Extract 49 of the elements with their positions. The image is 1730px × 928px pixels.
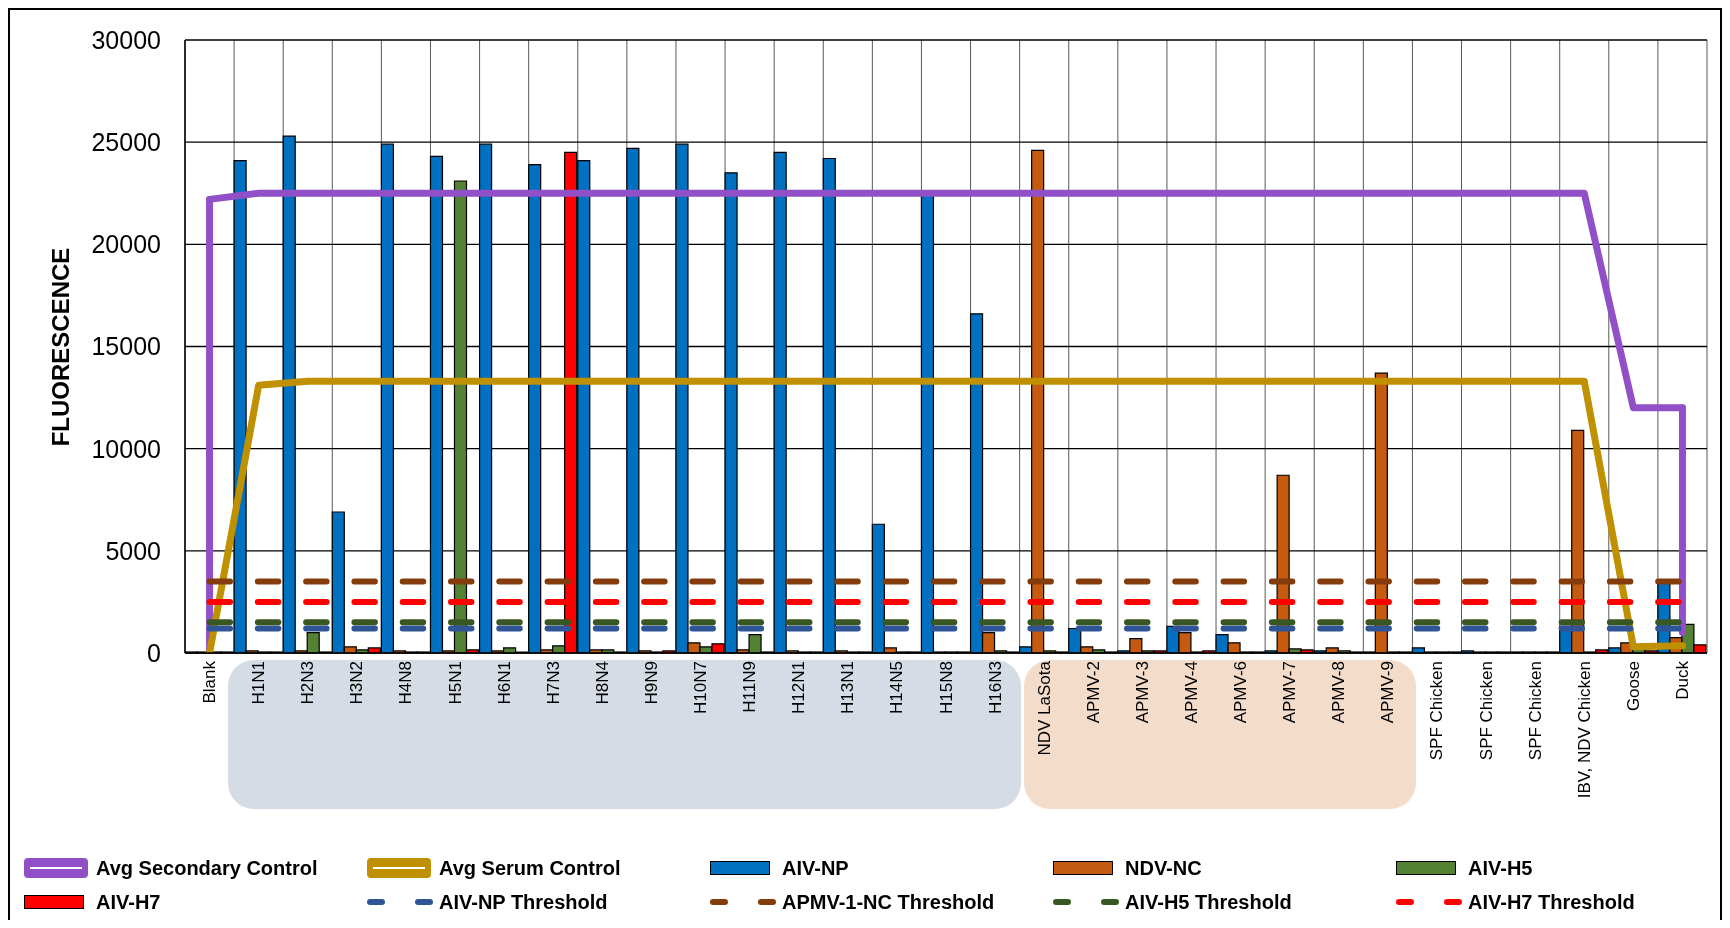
x-tick-label: APMV-4 (1181, 661, 1201, 724)
x-tick-label: H5N1 (445, 661, 465, 705)
x-tick-label: H8N4 (592, 661, 612, 705)
legend-label: AIV-H7 Threshold (1468, 890, 1635, 914)
x-tick-label: H1N1 (249, 661, 269, 705)
legend-label: AIV-NP (782, 856, 849, 880)
x-tick-label: Goose (1623, 661, 1643, 712)
x-tick-label: H15N8 (936, 661, 956, 714)
y-tick-label: 20000 (91, 230, 161, 259)
x-tick-label: H6N1 (494, 661, 514, 705)
x-tick-label: H16N3 (985, 661, 1005, 714)
x-tick-label: Duck (1672, 660, 1692, 700)
x-tick-label: H10N7 (691, 661, 711, 714)
x-tick-label: IBV, NDV Chicken (1574, 661, 1594, 799)
legend-label: AIV-NP Threshold (439, 890, 608, 914)
y-tick-label: 25000 (91, 128, 161, 157)
x-tick-label: H9N9 (641, 661, 661, 705)
legend-label: Avg Serum Control (439, 856, 621, 880)
x-tick-label: APMV-6 (1231, 661, 1251, 724)
y-tick-label: 15000 (91, 332, 161, 361)
legend-label: Avg Secondary Control (96, 856, 318, 880)
x-tick-label: APMV-3 (1132, 661, 1152, 724)
x-tick-label: H4N8 (396, 661, 416, 705)
x-tick-label: SPF Chicken (1427, 661, 1447, 761)
legend-label: APMV-1-NC Threshold (782, 890, 995, 914)
x-tick-label: H13N1 (838, 661, 858, 714)
x-tick-label: H3N2 (347, 661, 367, 705)
x-tick-label: APMV-7 (1280, 661, 1300, 724)
x-tick-label: APMV-8 (1329, 661, 1349, 724)
x-tick-label: APMV-2 (1083, 661, 1103, 724)
y-tick-label: 30000 (91, 25, 161, 54)
x-tick-label: APMV-9 (1378, 661, 1398, 724)
y-tick-label: 10000 (91, 434, 161, 463)
x-tick-label: NDV LaSota (1034, 660, 1054, 756)
x-tick-label: H2N3 (298, 661, 318, 705)
x-tick-label: H12N1 (789, 661, 809, 714)
y-tick-label: 0 (147, 638, 161, 667)
legend-label: NDV-NC (1125, 856, 1202, 880)
legend-label: AIV-H5 Threshold (1125, 890, 1292, 914)
y-axis-title: FLUORESCENCE (47, 247, 75, 447)
x-tick-label: H14N5 (887, 661, 907, 714)
x-tick-label: SPF Chicken (1476, 661, 1496, 761)
y-tick-label: 5000 (105, 536, 161, 565)
x-tick-label: H7N3 (543, 661, 563, 705)
x-tick-label: Blank (200, 660, 220, 704)
x-tick-label: SPF Chicken (1525, 661, 1545, 761)
legend-label: AIV-H7 (96, 890, 161, 914)
x-tick-label: H11N9 (740, 661, 760, 713)
legend-label: AIV-H5 (1468, 856, 1533, 880)
